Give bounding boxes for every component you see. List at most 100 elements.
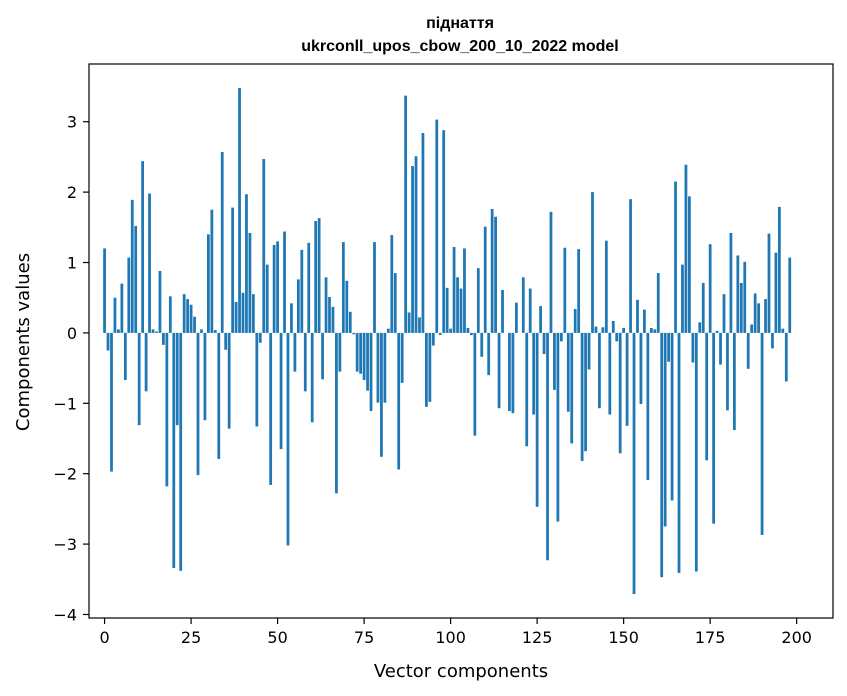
bar <box>186 299 190 333</box>
y-axis-label: Components values <box>13 253 34 431</box>
bar <box>393 273 397 333</box>
bar <box>715 330 719 333</box>
bar <box>189 304 193 333</box>
bar <box>598 332 601 409</box>
bar <box>272 244 276 333</box>
bar <box>750 324 754 333</box>
bar <box>137 332 141 426</box>
bar <box>220 151 224 333</box>
bar <box>279 332 283 450</box>
bar <box>788 257 792 333</box>
bar <box>251 294 255 333</box>
bar <box>539 306 542 333</box>
bar <box>286 332 290 546</box>
bar <box>546 332 549 561</box>
bar <box>255 332 259 427</box>
bar <box>148 193 151 333</box>
bar <box>774 252 778 333</box>
bar <box>760 332 764 535</box>
bar <box>296 279 300 333</box>
bar <box>324 277 328 333</box>
bar <box>549 211 553 333</box>
y-tick-label: −3 <box>53 535 77 554</box>
bar <box>694 332 698 572</box>
x-tick-label: 200 <box>781 628 812 647</box>
bar <box>293 332 297 372</box>
bar <box>262 159 266 333</box>
bar <box>487 332 491 376</box>
bar <box>245 194 248 333</box>
bar <box>227 332 231 429</box>
bar <box>677 332 681 573</box>
bar <box>625 332 629 426</box>
bar <box>331 306 335 333</box>
bar <box>359 332 363 374</box>
bar <box>476 268 480 333</box>
bar <box>663 332 667 527</box>
bar <box>172 332 176 569</box>
bar <box>501 289 504 333</box>
bar <box>300 249 304 333</box>
bar <box>213 330 217 333</box>
bar <box>719 332 722 365</box>
bar <box>649 327 653 333</box>
y-tick-label: −2 <box>53 465 77 484</box>
bar <box>483 226 487 333</box>
bar <box>158 270 162 333</box>
bar <box>639 332 643 404</box>
x-tick-label: 50 <box>267 628 287 647</box>
y-tick-label: 0 <box>67 324 77 343</box>
bar <box>566 332 570 412</box>
bar <box>165 332 169 487</box>
bar <box>573 308 577 333</box>
bar <box>435 119 439 333</box>
bar <box>210 209 214 333</box>
bar <box>400 332 404 383</box>
bar <box>580 332 584 462</box>
y-tick-label: −1 <box>53 394 77 413</box>
bar <box>452 247 456 333</box>
bar <box>196 332 200 476</box>
bar <box>667 332 671 362</box>
bar <box>729 232 733 333</box>
bar <box>497 332 501 409</box>
bar <box>366 332 369 391</box>
bar <box>611 320 615 333</box>
bar <box>380 332 383 457</box>
bar <box>601 327 605 333</box>
x-tick-label: 25 <box>181 628 201 647</box>
x-axis-label: Vector components <box>374 661 548 682</box>
bar <box>708 244 712 333</box>
bar <box>570 332 574 444</box>
y-tick-label: 1 <box>67 254 77 273</box>
bar <box>604 240 608 333</box>
bar <box>421 132 425 333</box>
bar <box>355 332 359 372</box>
bar <box>456 277 459 333</box>
bar <box>269 332 273 485</box>
bar <box>411 166 414 333</box>
bar <box>553 332 556 390</box>
bar <box>643 309 646 333</box>
bar <box>276 241 279 333</box>
bar <box>155 331 158 333</box>
bar <box>117 329 120 333</box>
x-tick-label: 0 <box>99 628 109 647</box>
bar <box>241 292 245 333</box>
bar <box>490 209 494 333</box>
bar <box>480 332 484 357</box>
bar <box>390 235 394 333</box>
bar <box>449 328 452 333</box>
bar <box>463 248 466 333</box>
bar <box>739 282 743 333</box>
bar <box>317 218 321 333</box>
bar <box>674 181 677 333</box>
bar <box>563 247 567 333</box>
bar <box>328 297 331 333</box>
bar <box>542 332 546 355</box>
bar <box>757 303 760 333</box>
bar <box>781 328 785 333</box>
bar <box>514 302 518 333</box>
bar <box>362 332 366 381</box>
y-tick-label: 3 <box>67 113 77 132</box>
